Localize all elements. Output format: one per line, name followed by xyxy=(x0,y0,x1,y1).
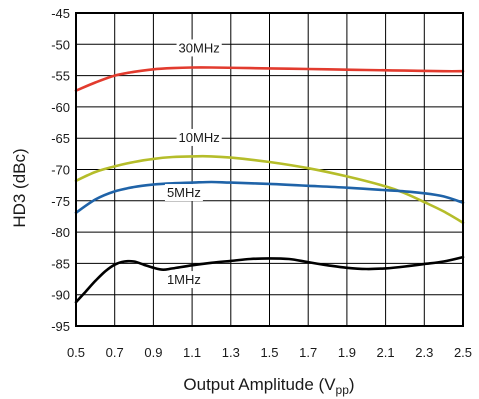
series-line-10mhz xyxy=(74,154,465,224)
series-labels: 30MHz 10MHz 5MHz 1MHz xyxy=(164,39,222,289)
y-axis-title: HD3 (dBc) xyxy=(10,148,29,227)
x-tick-label: 0.5 xyxy=(67,345,85,360)
series-label-30mhz: 30MHz xyxy=(176,39,222,57)
x-tick-label: 2.1 xyxy=(377,345,395,360)
y-tick-label: -90 xyxy=(51,288,70,303)
x-axis-title-subscript: pp xyxy=(336,383,350,397)
y-tick-label: -45 xyxy=(51,6,70,21)
x-tick-label: 2.5 xyxy=(454,345,472,360)
x-tick-label: 1.5 xyxy=(260,345,278,360)
series-label-background xyxy=(164,184,203,202)
x-tick-labels: 0.5 0.7 0.9 1.1 1.3 1.5 1.7 1.9 2.1 2.3 2.5 xyxy=(67,345,472,360)
series-label-10mhz: 10MHz xyxy=(176,128,222,146)
x-tick-label: 2.3 xyxy=(415,345,433,360)
x-tick-label: 0.7 xyxy=(106,345,124,360)
series-label-background xyxy=(164,271,203,289)
y-tick-label: -60 xyxy=(51,100,70,115)
series-label-5mhz: 5MHz xyxy=(164,184,203,202)
y-tick-label: -70 xyxy=(51,163,70,178)
x-tick-label: 1.7 xyxy=(299,345,317,360)
x-tick-label: 0.9 xyxy=(144,345,162,360)
x-tick-label: 1.3 xyxy=(222,345,240,360)
y-tick-label: -50 xyxy=(51,37,70,52)
x-tick-label: 1.9 xyxy=(338,345,356,360)
x-tick-label: 1.1 xyxy=(183,345,201,360)
y-tick-label: -75 xyxy=(51,194,70,209)
plot-frame xyxy=(75,12,464,327)
y-tick-label: -55 xyxy=(51,69,70,84)
series-line-5mhz xyxy=(74,180,465,214)
y-tick-label: -65 xyxy=(51,131,70,146)
y-tick-labels: -45 -50 -55 -60 -65 -70 -75 -80 -85 -90 -95 xyxy=(51,6,70,334)
y-tick-label: -85 xyxy=(51,256,70,271)
series-label-1mhz: 1MHz xyxy=(164,271,203,289)
x-axis-title: Output Amplitude (Vpp) xyxy=(183,375,354,397)
x-axis-title-main: Output Amplitude (V xyxy=(183,375,336,394)
series-label-text: 10MHz xyxy=(179,130,220,145)
y-tick-label: -95 xyxy=(51,319,70,334)
series-group xyxy=(74,66,465,304)
series-label-text: 30MHz xyxy=(179,40,220,55)
series-label-background xyxy=(176,128,222,146)
series-line-30mhz xyxy=(74,66,465,92)
series-label-text: 1MHz xyxy=(167,272,201,287)
series-label-text: 5MHz xyxy=(167,185,201,200)
x-axis-title-close: ) xyxy=(349,375,355,394)
series-label-background xyxy=(176,39,222,57)
grid xyxy=(75,12,464,327)
y-tick-label: -80 xyxy=(51,225,70,240)
series-line-1mhz xyxy=(74,255,465,304)
